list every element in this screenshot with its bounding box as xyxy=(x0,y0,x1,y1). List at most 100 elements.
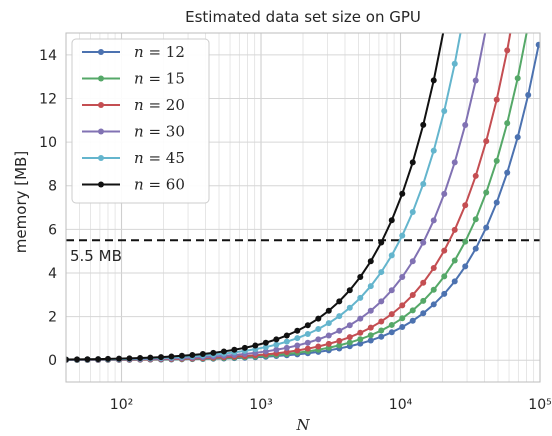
data-point xyxy=(116,355,123,362)
data-point xyxy=(357,336,364,343)
data-point xyxy=(336,313,343,320)
data-point xyxy=(315,315,322,322)
legend-item: n = 12 xyxy=(82,43,185,61)
data-point xyxy=(220,348,227,355)
data-point xyxy=(472,77,479,84)
data-point xyxy=(451,257,458,264)
data-point xyxy=(336,327,343,334)
data-point xyxy=(420,310,427,317)
data-point xyxy=(462,121,469,128)
y-tick-label: 8 xyxy=(48,179,57,195)
data-point xyxy=(357,315,364,322)
data-point xyxy=(325,307,332,314)
data-point xyxy=(210,349,217,356)
data-point xyxy=(95,356,102,363)
data-point xyxy=(472,245,479,252)
data-point xyxy=(346,339,353,346)
data-point xyxy=(399,302,406,309)
data-point xyxy=(441,273,448,280)
data-point xyxy=(462,238,469,245)
data-point xyxy=(409,292,416,299)
data-point xyxy=(378,269,385,276)
data-point xyxy=(451,278,458,285)
data-point xyxy=(493,96,500,103)
x-tick-label: 10² xyxy=(110,397,133,413)
data-point xyxy=(430,217,437,224)
data-point xyxy=(525,91,532,98)
data-point xyxy=(104,355,111,362)
data-point xyxy=(74,356,81,363)
data-point xyxy=(388,311,395,318)
y-tick-label: 0 xyxy=(48,353,57,369)
data-point xyxy=(514,134,521,141)
data-point xyxy=(420,180,427,187)
data-point xyxy=(336,342,343,349)
data-point xyxy=(336,337,343,344)
legend: n = 12 n = 15 n = 20 n = 30 n = 45 n = 60 xyxy=(71,38,210,204)
data-point xyxy=(399,324,406,331)
threshold-label: 5.5 MB xyxy=(70,247,122,265)
legend-swatch-marker xyxy=(98,49,104,55)
data-point xyxy=(84,356,91,363)
data-point xyxy=(367,307,374,314)
x-axis-label: N xyxy=(295,416,310,434)
plot-frame xyxy=(65,32,541,383)
legend-swatch-marker xyxy=(98,102,104,108)
series-5 xyxy=(66,33,445,363)
y-tick-label: 14 xyxy=(39,48,57,64)
x-tick-label: 10³ xyxy=(249,397,272,413)
data-point xyxy=(493,157,500,164)
data-point xyxy=(378,333,385,340)
data-point xyxy=(462,5,468,11)
data-point xyxy=(388,321,395,328)
data-point xyxy=(409,307,416,314)
data-point xyxy=(262,339,269,346)
data-point xyxy=(430,77,437,84)
legend-swatch-marker xyxy=(98,155,104,161)
data-point xyxy=(472,172,479,179)
data-point xyxy=(388,252,395,259)
data-point xyxy=(451,226,458,233)
data-point xyxy=(378,327,385,334)
data-point xyxy=(283,349,290,356)
data-point xyxy=(304,345,311,352)
threshold-layer: 5.5 MB xyxy=(66,239,540,265)
data-point xyxy=(451,159,458,166)
data-point xyxy=(346,287,353,294)
data-point xyxy=(262,344,269,351)
legend-label: n = 30 xyxy=(134,123,185,141)
x-tick-labels: 10² 10³ 10⁴ 10⁵ xyxy=(110,397,552,413)
data-point xyxy=(504,47,511,54)
data-point xyxy=(273,341,280,348)
data-point xyxy=(325,340,332,347)
data-point xyxy=(252,342,259,349)
data-point xyxy=(420,239,427,246)
legend-item: n = 15 xyxy=(82,70,185,88)
y-axis-label: memory [MB] xyxy=(12,151,30,253)
data-point xyxy=(462,202,469,209)
y-tick-label: 10 xyxy=(39,135,57,151)
data-point xyxy=(441,290,448,297)
legend-item: n = 30 xyxy=(82,123,185,141)
data-point xyxy=(158,354,165,361)
data-point xyxy=(409,208,416,215)
data-point xyxy=(399,315,406,322)
data-point xyxy=(241,344,248,351)
data-point xyxy=(483,25,489,31)
data-point xyxy=(441,190,448,197)
data-point xyxy=(420,297,427,304)
data-point xyxy=(430,147,437,154)
data-point xyxy=(409,159,416,166)
data-point xyxy=(357,294,364,301)
data-point xyxy=(535,41,540,48)
data-point xyxy=(357,273,364,280)
y-tick-labels: 0 2 4 6 8 10 12 14 xyxy=(39,48,57,369)
data-point xyxy=(367,332,374,339)
data-point xyxy=(126,355,133,362)
data-point xyxy=(346,322,353,329)
data-point xyxy=(178,352,185,359)
data-point xyxy=(388,287,395,294)
data-point xyxy=(483,138,490,145)
legend-swatch-marker xyxy=(98,128,104,135)
legend-swatch-marker xyxy=(98,181,104,188)
